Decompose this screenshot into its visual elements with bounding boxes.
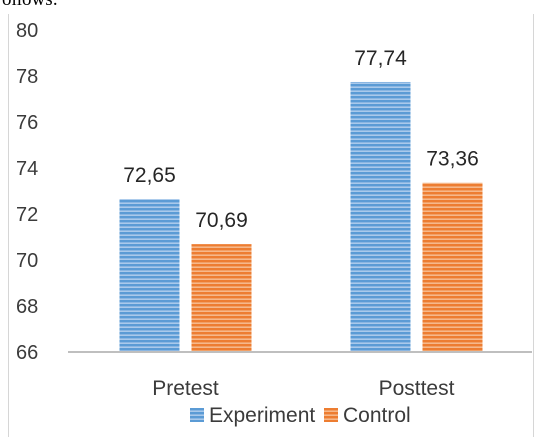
data-label: 77,74 xyxy=(354,47,407,70)
y-tick-label: 66 xyxy=(16,342,38,364)
preceding-text-fragment: ollows: xyxy=(2,0,58,11)
data-label: 72,65 xyxy=(123,164,176,187)
y-tick-label: 76 xyxy=(16,112,38,134)
y-axis: 66 68 70 72 74 76 78 80 xyxy=(16,20,38,364)
chart-frame xyxy=(8,14,534,437)
y-tick-label: 70 xyxy=(16,250,38,272)
data-labels: 72,65 70,69 77,74 73,36 xyxy=(123,47,479,232)
legend-swatch-experiment xyxy=(190,408,204,422)
bar-experiment-pretest xyxy=(119,199,180,352)
bars xyxy=(119,81,483,352)
bar-control-pretest xyxy=(191,244,252,352)
legend-label-control: Control xyxy=(343,404,411,427)
legend-swatch-control xyxy=(324,408,338,422)
data-label: 73,36 xyxy=(426,148,479,171)
data-label: 70,69 xyxy=(195,209,248,232)
y-tick-label: 72 xyxy=(16,204,38,226)
y-tick-label: 78 xyxy=(16,66,38,88)
y-tick-label: 80 xyxy=(16,20,38,42)
x-tick-label: Pretest xyxy=(152,377,219,400)
x-tick-label: Posttest xyxy=(379,377,455,400)
x-axis: Pretest Posttest xyxy=(152,377,454,400)
y-tick-label: 74 xyxy=(16,158,38,180)
legend: Experiment Control xyxy=(190,404,411,427)
legend-label-experiment: Experiment xyxy=(209,404,315,427)
y-tick-label: 68 xyxy=(16,296,38,318)
bar-experiment-posttest xyxy=(350,81,411,352)
bar-control-posttest xyxy=(422,182,483,352)
